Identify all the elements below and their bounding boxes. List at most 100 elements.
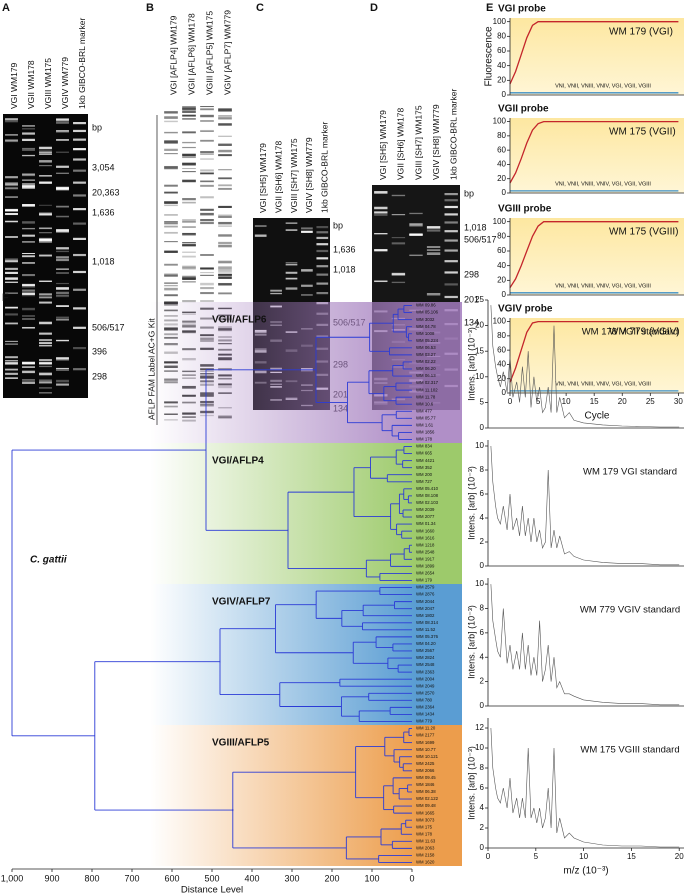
gel-band	[182, 275, 196, 279]
gel-band	[444, 213, 458, 216]
gel-band	[56, 151, 69, 153]
gel-band	[200, 212, 214, 216]
gel-band	[409, 225, 423, 227]
leaf-label: WM 727	[416, 479, 433, 484]
x-axis-label: m/z (10⁻³)	[563, 866, 608, 877]
size-label: bp	[333, 220, 343, 230]
leaf-label: WM 2425	[416, 761, 435, 766]
size-label: 1,018	[464, 222, 487, 232]
gel-band	[164, 214, 178, 216]
gel-band	[5, 196, 18, 198]
x-tick-label: 25	[646, 397, 655, 406]
gel-band	[182, 221, 196, 223]
lane-label: VGIII [SH7] WM175	[413, 105, 423, 180]
gel-band	[182, 171, 196, 173]
gel-band	[285, 287, 298, 290]
y-tick-label: 2	[480, 677, 485, 686]
gel-band	[22, 289, 35, 292]
leaf-label: WM 09.48	[416, 803, 436, 808]
y-tick-label: 20	[497, 275, 506, 284]
leaf-label: WM 1008	[416, 331, 435, 336]
gel-band	[39, 227, 52, 229]
gel-band	[218, 234, 232, 237]
gel-band	[182, 141, 196, 144]
x-tick-label: 15	[590, 397, 599, 406]
gel-band	[200, 208, 214, 211]
leaf-label: WM 11.78	[416, 394, 436, 399]
leaf-label: WM 11.52	[416, 627, 436, 632]
gel-band	[182, 201, 196, 204]
leaf-label: WM 1.61	[416, 423, 434, 428]
annotation: VNI, VNII, VNIII, VNIV, VGI, VGII, VGIII	[555, 181, 651, 187]
gel-band	[164, 285, 178, 287]
gel-band	[73, 222, 86, 225]
gel-band	[218, 244, 232, 248]
gel-band	[73, 253, 86, 257]
gel-band	[218, 169, 232, 171]
leaf-label: WM 08.314	[416, 620, 439, 625]
gel-band	[22, 179, 35, 181]
panel-label: C	[256, 2, 264, 14]
gel-band	[164, 274, 178, 277]
plot-background	[510, 18, 684, 95]
gel-band	[22, 381, 35, 384]
gel-band	[316, 249, 329, 253]
gel-band	[5, 281, 18, 283]
gel-band	[73, 346, 86, 350]
gel-band	[391, 272, 406, 275]
y-tick-label: 0	[480, 701, 485, 710]
x-tick-label: 20	[618, 397, 627, 406]
gel-band	[5, 343, 18, 345]
gel-band	[444, 271, 458, 274]
leaf-label: WM 2654	[416, 571, 435, 576]
leaf-label: WM 2570	[416, 690, 435, 695]
gel-band	[200, 169, 214, 172]
gel-band	[39, 240, 52, 243]
x-tick-label: 400	[244, 873, 259, 883]
gel-band	[200, 180, 214, 183]
gel-band	[409, 233, 423, 236]
x-tick-label: 15	[627, 852, 636, 861]
gel-band	[182, 153, 196, 157]
gel-band	[182, 226, 196, 228]
gel-band	[218, 143, 232, 146]
gel-band	[5, 220, 18, 223]
gel-band	[301, 227, 313, 230]
clade-background	[150, 302, 462, 443]
gel-band	[39, 181, 52, 184]
gel-band	[285, 264, 298, 266]
leaf-label: WM 03.27	[416, 352, 436, 357]
y-tick-label: 2	[480, 537, 485, 546]
gel-band	[374, 206, 388, 210]
leaf-label: WM 11.63	[416, 838, 436, 843]
gel-band	[5, 260, 18, 263]
lane-label: VGII [SH6] WM178	[273, 140, 283, 213]
gel-band	[218, 260, 232, 263]
annotation: WM 179 VGI standard	[583, 467, 677, 478]
y-tick-label: 0	[502, 90, 507, 99]
gel-band	[39, 238, 52, 241]
leaf-label: WM 10.6	[416, 401, 434, 406]
x-tick-label: 800	[84, 873, 99, 883]
gel-band	[182, 107, 196, 110]
gel-band	[200, 130, 214, 132]
gel-band	[5, 212, 18, 216]
gel-band	[5, 271, 18, 275]
gel-band	[316, 226, 329, 229]
gel-band	[73, 368, 86, 371]
gel-band	[73, 181, 86, 184]
annotation: WM 175 (VGIII)	[609, 227, 678, 238]
chart-title: VGII probe	[498, 104, 549, 115]
lane-label: VGIV [AFLP7] WM779	[222, 10, 232, 95]
gel-band	[218, 292, 232, 295]
gel-band	[73, 307, 86, 310]
leaf-label: WM 02.122	[416, 796, 439, 801]
gel-band	[182, 265, 196, 269]
gel-band	[316, 236, 329, 240]
size-label: 1,018	[92, 256, 115, 266]
gel-band	[182, 232, 196, 235]
leaf-label: WM 3032	[416, 317, 435, 322]
gel-band	[164, 111, 178, 114]
gel-band	[164, 131, 178, 134]
gel-band	[200, 114, 214, 118]
